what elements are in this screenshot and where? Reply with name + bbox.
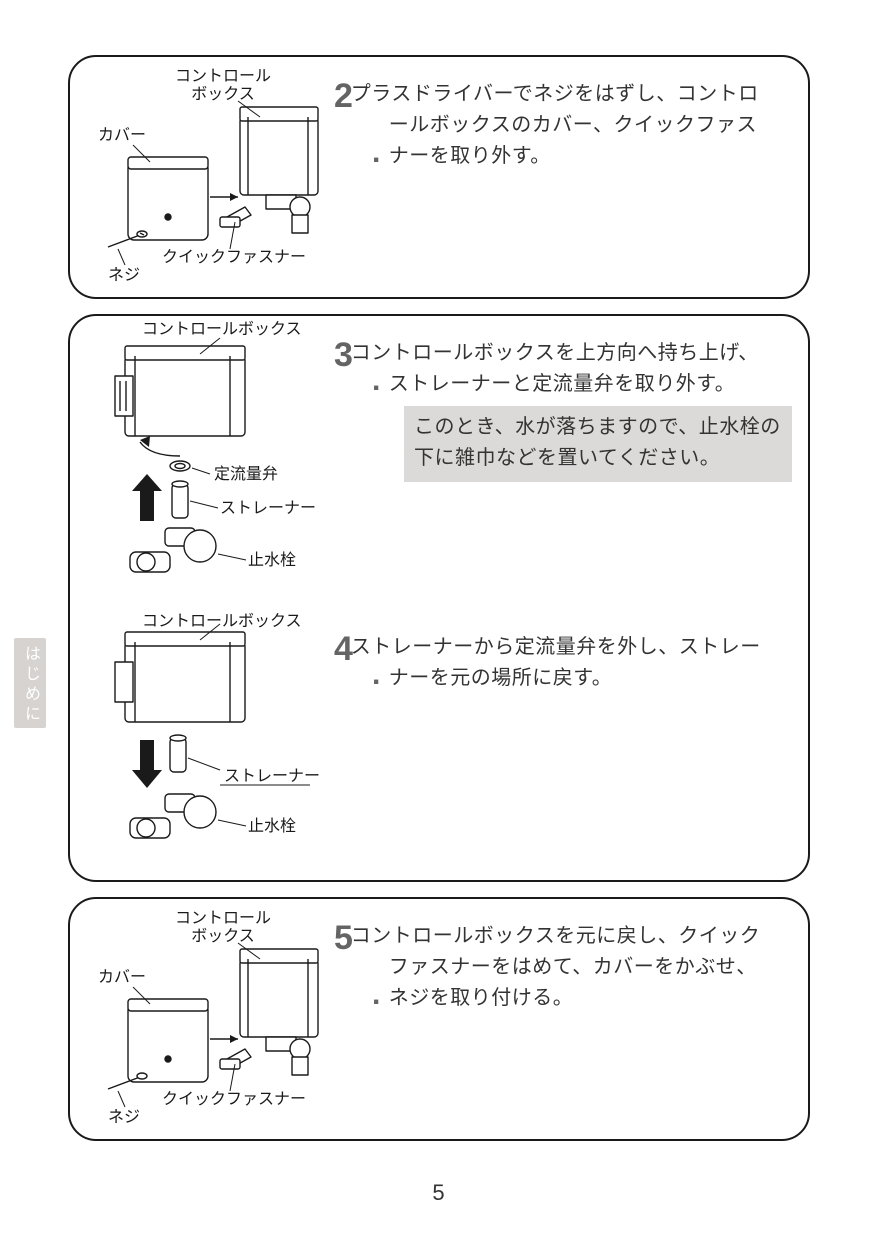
- label-cover: カバー: [98, 127, 146, 145]
- step-5: 5. コントロールボックスを元に戻し、クイックファスナーをはめて、カバーをかぶせ…: [372, 921, 792, 1014]
- panel-step-3-4: コントロールボックス 定流量弁 ストレーナー 止水栓 3. コントロールボックス…: [68, 314, 810, 882]
- label-flow-valve: 定流量弁: [214, 466, 278, 484]
- side-tab-label: はじめに: [18, 645, 42, 725]
- label-cover-5: カバー: [98, 969, 146, 987]
- label-stop-valve-3: 止水栓: [248, 552, 296, 570]
- panel-step-2: コントロール ボックス カバー ネジ クイックファスナー 2. プラスドライバー…: [68, 55, 810, 299]
- label-strainer-4: ストレーナー: [224, 768, 320, 786]
- step-4-text: ストレーナーから定流量弁を外し、ストレーナーを元の場所に戻す。: [389, 632, 767, 694]
- step-2-dot: .: [372, 136, 380, 169]
- diagram-step-4: [70, 610, 370, 890]
- label-control-box: コントロール ボックス: [175, 68, 271, 105]
- label-control-box-3: コントロールボックス: [142, 321, 302, 339]
- label-stop-valve-4: 止水栓: [248, 818, 296, 836]
- side-tab: はじめに: [14, 638, 46, 728]
- label-screw-5: ネジ: [108, 1109, 140, 1127]
- step-2-text: プラスドライバーでネジをはずし、コントロールボックスのカバー、クイックファスナー…: [389, 79, 767, 172]
- step-3-note: このとき、水が落ちますので、止水栓の下に雑巾などを置いてください。: [404, 406, 792, 482]
- step-2: 2. プラスドライバーでネジをはずし、コントロールボックスのカバー、クイックファ…: [372, 79, 792, 172]
- label-quick-fastener-5: クイックファスナー: [162, 1091, 306, 1109]
- step-5-text: コントロールボックスを元に戻し、クイックファスナーをはめて、カバーをかぶせ、ネジ…: [389, 921, 767, 1014]
- manual-page: はじめに: [0, 0, 877, 1240]
- label-control-box-5: コントロール ボックス: [175, 910, 271, 947]
- diagram-step-3: [70, 316, 370, 606]
- label-control-box-4: コントロールボックス: [142, 613, 302, 631]
- label-quick-fastener: クイックファスナー: [162, 249, 306, 267]
- panel-step-5: コントロール ボックス カバー ネジ クイックファスナー 5. コントロールボッ…: [68, 897, 810, 1141]
- label-screw: ネジ: [108, 267, 140, 285]
- page-number: 5: [0, 1180, 877, 1206]
- step-3: 3. コントロールボックスを上方向へ持ち上げ、ストレーナーと定流量弁を取り外す。…: [372, 338, 792, 482]
- step-3-text: コントロールボックスを上方向へ持ち上げ、ストレーナーと定流量弁を取り外す。: [389, 338, 767, 400]
- label-strainer-3: ストレーナー: [220, 500, 316, 518]
- step-4: 4. ストレーナーから定流量弁を外し、ストレーナーを元の場所に戻す。: [372, 632, 792, 694]
- step-5-dot: .: [372, 978, 380, 1011]
